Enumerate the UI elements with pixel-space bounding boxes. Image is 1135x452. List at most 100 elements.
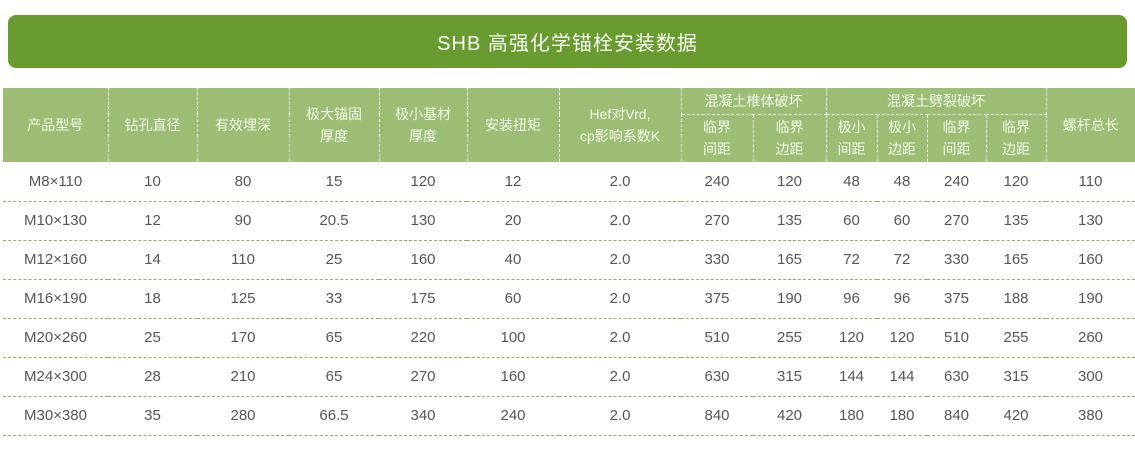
table-cell: 110 [1046,162,1135,202]
table-cell: 270 [681,201,753,241]
table-cell: 25 [108,318,197,358]
table-cell: 160 [379,240,467,280]
table-cell: 510 [681,318,753,358]
table-cell: 2.0 [559,279,681,319]
table-cell: 20.5 [289,201,379,241]
table-cell: 240 [927,162,986,202]
table-cell: 375 [681,279,753,319]
col-subheader-split-critical-edge: 临界 边距 [986,114,1047,162]
table-cell: 144 [826,357,877,397]
table-cell: 220 [379,318,467,358]
table-cell: 165 [753,240,826,280]
table-cell: 48 [826,162,877,202]
table-cell: 160 [467,357,559,397]
table-cell: 72 [877,240,927,280]
col-header-drill-diameter: 钻孔直径 [108,88,198,162]
table-cell: 110 [197,240,289,280]
table-cell: 2.0 [559,357,681,397]
header-row-sub: 临界 间距 临界 边距 极小 间距 极小 边距 临界 间距 临界 边距 [3,114,1135,162]
table-cell: 125 [197,279,289,319]
col-header-max-anchor-thickness: 极大锚固 厚度 [289,88,380,162]
col-header-install-torque: 安装扭矩 [467,88,560,162]
table-cell: 375 [927,279,986,319]
table-header: 产品型号 钻孔直径 有效埋深 极大锚固 厚度 极小基材 厚度 安装扭矩 Hef对… [3,88,1135,162]
table-cell: 100 [467,318,559,358]
table-cell: 270 [379,357,467,397]
table-cell: 255 [753,318,826,358]
table-cell: 28 [108,357,197,397]
table-cell: 380 [1046,396,1135,436]
table-row: M24×300 28 210 65 270 160 2.0 630 315 144 144 630 31… [3,357,1135,397]
table-cell: 160 [1046,240,1135,280]
table-cell: M10×130 [3,201,108,241]
col-subheader-cone-critical-edge: 临界 边距 [753,114,827,162]
table-cell: 2.0 [559,162,681,202]
table-row: M12×160 14 110 25 160 40 2.0 330 165 72 72 330 165 16… [3,240,1135,280]
table-cell: 165 [986,240,1046,280]
table-cell: 33 [289,279,379,319]
page-title: SHB 高强化学锚栓安装数据 [437,33,698,55]
table-cell: M30×380 [3,396,108,436]
table-cell: 60 [467,279,559,319]
table-cell: 120 [877,318,927,358]
table-cell: 135 [753,201,826,241]
table-cell: 420 [753,396,826,436]
table-cell: 60 [877,201,927,241]
table-cell: 72 [826,240,877,280]
table-cell: M8×110 [3,162,108,202]
table-cell: M16×190 [3,279,108,319]
table-cell: 25 [289,240,379,280]
col-subheader-split-min-edge: 极小 边距 [877,114,928,162]
table-cell: 175 [379,279,467,319]
table-cell: 210 [197,357,289,397]
table-cell: 315 [753,357,826,397]
table-cell: 66.5 [289,396,379,436]
table-cell: 14 [108,240,197,280]
table-cell: 315 [986,357,1046,397]
table-row: M10×130 12 90 20.5 130 20 2.0 270 135 60 60 270 135 1… [3,201,1135,241]
col-header-min-base-thickness: 极小基材 厚度 [379,88,468,162]
table-cell: 130 [1046,201,1135,241]
table-cell: 96 [826,279,877,319]
table-cell: 40 [467,240,559,280]
table-cell: 300 [1046,357,1135,397]
table-cell: 130 [379,201,467,241]
table-cell: 280 [197,396,289,436]
table-cell: 340 [379,396,467,436]
table-cell: 270 [927,201,986,241]
col-header-effective-depth: 有效埋深 [197,88,290,162]
table-cell: 330 [927,240,986,280]
col-subheader-split-critical-spacing: 临界 间距 [927,114,987,162]
table-cell: 120 [986,162,1046,202]
table-row: M16×190 18 125 33 175 60 2.0 375 190 96 96 375 188 19… [3,279,1135,319]
table-cell: 170 [197,318,289,358]
table-body: M8×110 10 80 15 120 12 2.0 240 120 48 48 240 120 110 M… [3,162,1135,436]
table-cell: 630 [681,357,753,397]
table-cell: 510 [927,318,986,358]
col-group-concrete-split-failure: 混凝土劈裂破坏 [826,88,1047,115]
table-cell: 12 [467,162,559,202]
table-cell: 96 [877,279,927,319]
col-group-concrete-cone-failure: 混凝土椎体破坏 [681,88,827,115]
table-cell: 60 [826,201,877,241]
col-header-screw-length: 螺杆总长 [1046,88,1135,162]
table-cell: 630 [927,357,986,397]
table-cell: 20 [467,201,559,241]
table-cell: 135 [986,201,1046,241]
table-row: M30×380 35 280 66.5 340 240 2.0 840 420 180 180 840… [3,396,1135,436]
table-row: M20×260 25 170 65 220 100 2.0 510 255 120 120 510 25… [3,318,1135,358]
col-subheader-split-min-spacing: 极小 间距 [826,114,878,162]
table-cell: 144 [877,357,927,397]
table-cell: 240 [681,162,753,202]
table-cell: 120 [753,162,826,202]
table-cell: 35 [108,396,197,436]
spec-table: 产品型号 钻孔直径 有效埋深 极大锚固 厚度 极小基材 厚度 安装扭矩 Hef对… [3,88,1135,436]
table-cell: 2.0 [559,240,681,280]
table-cell: 330 [681,240,753,280]
table-cell: 65 [289,357,379,397]
table-cell: 2.0 [559,318,681,358]
table-cell: 840 [681,396,753,436]
table-cell: 18 [108,279,197,319]
table-cell: 260 [1046,318,1135,358]
